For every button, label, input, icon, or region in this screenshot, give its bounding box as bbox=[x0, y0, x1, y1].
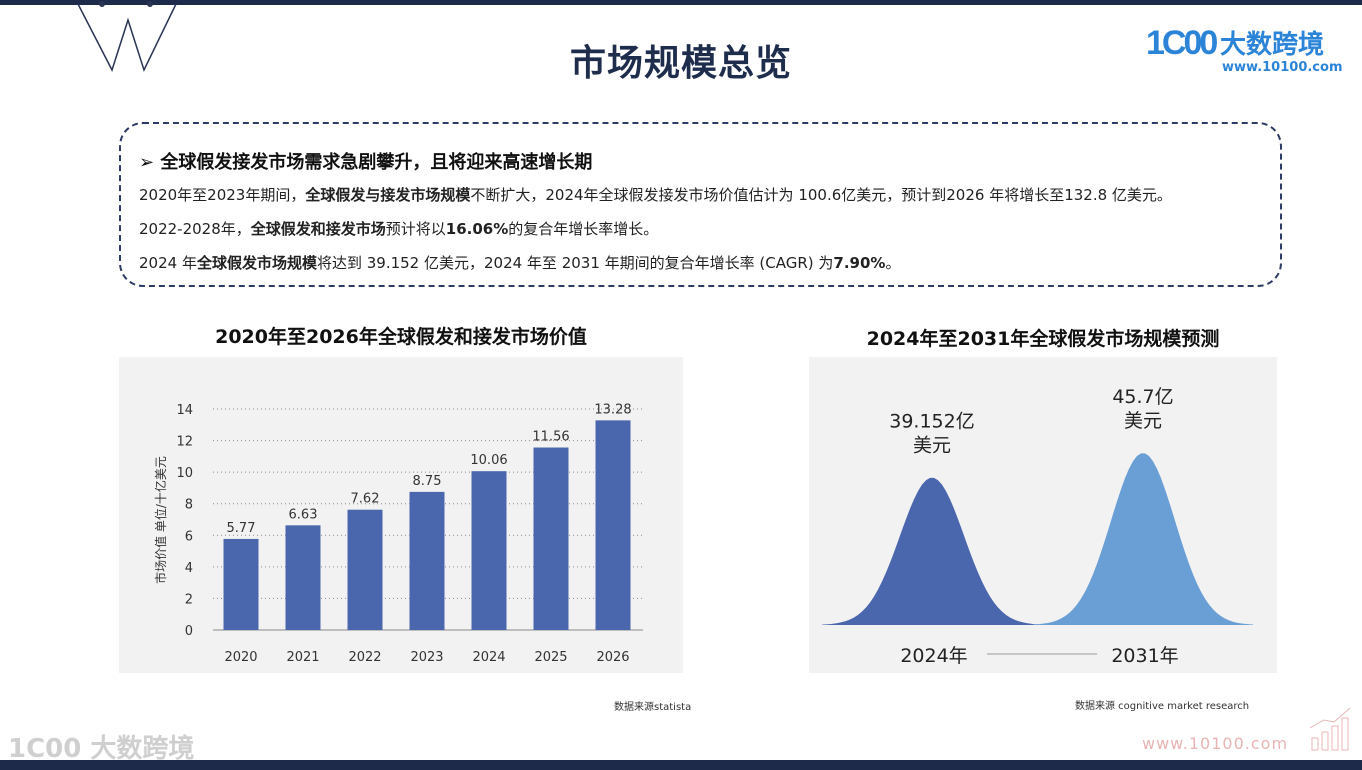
bar-chart-title: 2020年至2026年全球假发和接发市场价值 bbox=[215, 326, 587, 348]
bar bbox=[285, 525, 321, 630]
brand-logo[interactable]: 1C00 大数跨境 www.10100.com bbox=[1146, 24, 1346, 80]
bell-chart-source: 数据来源 cognitive market research bbox=[1075, 701, 1250, 712]
growth-chart-icon bbox=[1309, 707, 1351, 751]
bar-value-label: 5.77 bbox=[227, 521, 256, 536]
y-tick-label: 8 bbox=[185, 498, 193, 513]
bar bbox=[595, 420, 631, 630]
bar bbox=[347, 509, 383, 630]
brand-name: 大数跨境 bbox=[1220, 30, 1325, 60]
y-axis-label: 市场价值 单位/十亿美元 bbox=[153, 456, 168, 584]
watermark-logo: 1C00 大数跨境 bbox=[8, 734, 195, 764]
x-tick-label: 2024 bbox=[472, 650, 505, 665]
bar-value-label: 13.28 bbox=[594, 402, 631, 417]
bar bbox=[223, 538, 259, 630]
y-tick-label: 4 bbox=[185, 561, 193, 576]
summary-line-1: 2020年至2023年期间，全球假发与接发市场规模不断扩大，2024年全球假发接… bbox=[139, 186, 1172, 204]
y-tick-label: 12 bbox=[176, 435, 193, 450]
x-tick-label: 2026 bbox=[596, 650, 629, 665]
bar-chart-source: 数据来源statista bbox=[614, 702, 692, 713]
bar bbox=[533, 447, 569, 630]
bell-unit-label: 美元 bbox=[1124, 410, 1162, 432]
summary-heading: ➢ 全球假发接发市场需求急剧攀升，且将迎来高速增长期 bbox=[139, 152, 593, 173]
w-logo-icon bbox=[77, 1, 177, 73]
y-tick-label: 2 bbox=[185, 592, 193, 607]
x-tick-label: 2020 bbox=[224, 650, 257, 665]
summary-line-3: 2024 年全球假发市场规模将达到 39.152 亿美元，2024 年至 203… bbox=[139, 254, 901, 272]
bar-value-label: 8.75 bbox=[413, 474, 442, 489]
y-tick-label: 10 bbox=[176, 466, 193, 481]
x-tick-label: 2021 bbox=[286, 650, 319, 665]
bell-value-label: 39.152亿 bbox=[889, 411, 974, 433]
bar-value-label: 6.63 bbox=[289, 507, 318, 522]
bar-value-label: 7.62 bbox=[351, 492, 380, 507]
summary-line-2: 2022-2028年，全球假发和接发市场预计将以16.06%的复合年增长率增长。 bbox=[139, 220, 659, 238]
bell-curve bbox=[822, 477, 1042, 625]
y-tick-label: 0 bbox=[185, 624, 193, 639]
arrow-icon: ➢ bbox=[139, 152, 161, 173]
bar-chart-panel: 0 2 4 6 8 10 12 14 市场价值 单位/十亿美元 5.77 2020 6.63 2021 7… bbox=[119, 357, 683, 673]
y-tick-label: 14 bbox=[176, 403, 193, 418]
brand-url: www.10100.com bbox=[1222, 60, 1343, 75]
x-tick-label: 2023 bbox=[410, 650, 443, 665]
bar-chart: 0 2 4 6 8 10 12 14 市场价值 单位/十亿美元 5.77 2020 6.63 2021 7… bbox=[153, 402, 643, 665]
bell-unit-label: 美元 bbox=[913, 435, 951, 457]
x-tick-label: 2025 bbox=[534, 650, 567, 665]
watermark-url: www.10100.com bbox=[1142, 734, 1289, 753]
page-title: 市场规模总览 bbox=[569, 43, 792, 84]
bell-chart-title: 2024年至2031年全球假发市场规模预测 bbox=[866, 328, 1220, 350]
bar-value-label: 10.06 bbox=[470, 453, 507, 468]
bar bbox=[409, 491, 445, 630]
bell-category-label: 2024年 bbox=[900, 645, 967, 667]
bottom-bar bbox=[0, 760, 1362, 770]
bell-chart-panel: 39.152亿 美元 2024年 45.7亿 美元 2031年 bbox=[809, 357, 1277, 673]
summary-box: ➢ 全球假发接发市场需求急剧攀升，且将迎来高速增长期 2020年至2023年期间… bbox=[119, 122, 1282, 287]
y-tick-label: 6 bbox=[185, 529, 193, 544]
bell-category-label: 2031年 bbox=[1111, 645, 1178, 667]
bell-value-label: 45.7亿 bbox=[1112, 386, 1173, 408]
x-tick-label: 2022 bbox=[348, 650, 381, 665]
top-bar bbox=[0, 0, 1362, 5]
bell-curve bbox=[1033, 453, 1253, 625]
brand-mark-icon: 1C00 bbox=[1146, 24, 1218, 62]
bar bbox=[471, 471, 507, 630]
bar-value-label: 11.56 bbox=[532, 430, 569, 445]
